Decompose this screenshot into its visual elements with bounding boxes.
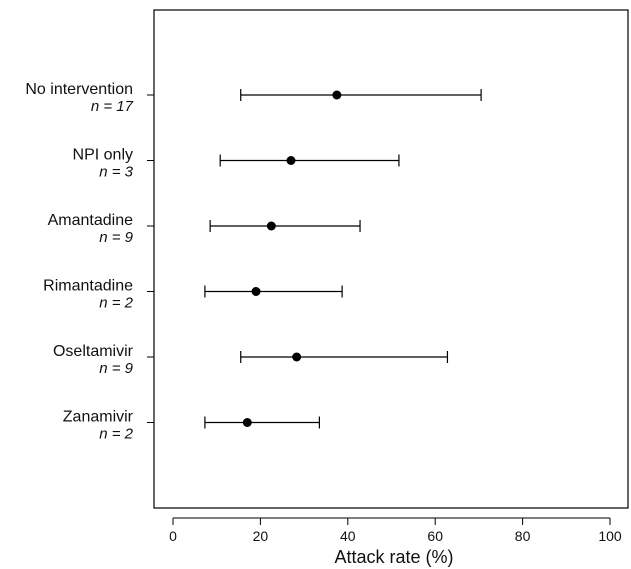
category-label-5: Zanamivir <box>63 409 134 426</box>
sample-size-label-0: n = 17 <box>91 98 134 115</box>
category-label-1: NPI only <box>73 147 133 164</box>
point-estimate-4 <box>292 352 302 362</box>
x-axis: 0 20 40 60 80 100 <box>169 517 622 544</box>
x-tick-label-3: 60 <box>427 528 443 544</box>
interval-marks <box>204 89 482 429</box>
x-tick-label-2: 40 <box>340 528 356 544</box>
x-tick-label-5: 100 <box>598 528 622 544</box>
category-label-2: Amantadine <box>48 212 133 229</box>
category-label-4: Oseltamivir <box>53 343 134 360</box>
point-estimate-3 <box>251 287 261 296</box>
sample-size-label-2: n = 9 <box>99 229 133 246</box>
category-label-3: Rimantadine <box>43 278 133 295</box>
point-estimate-1 <box>286 156 296 165</box>
sample-size-label-1: n = 3 <box>99 164 133 181</box>
point-estimate-5 <box>242 418 252 427</box>
point-estimate-0 <box>332 90 342 100</box>
plot-frame <box>153 9 629 509</box>
point-estimate-2 <box>266 221 276 231</box>
sample-size-label-5: n = 2 <box>99 426 133 443</box>
x-axis-title: Attack rate (%) <box>334 547 453 567</box>
category-label-0: No intervention <box>25 81 133 98</box>
x-tick-label-0: 0 <box>169 528 177 544</box>
sample-size-label-3: n = 2 <box>99 295 133 312</box>
sample-size-label-4: n = 9 <box>99 360 133 377</box>
x-tick-label-1: 20 <box>253 528 269 544</box>
x-tick-label-4: 80 <box>515 528 531 544</box>
